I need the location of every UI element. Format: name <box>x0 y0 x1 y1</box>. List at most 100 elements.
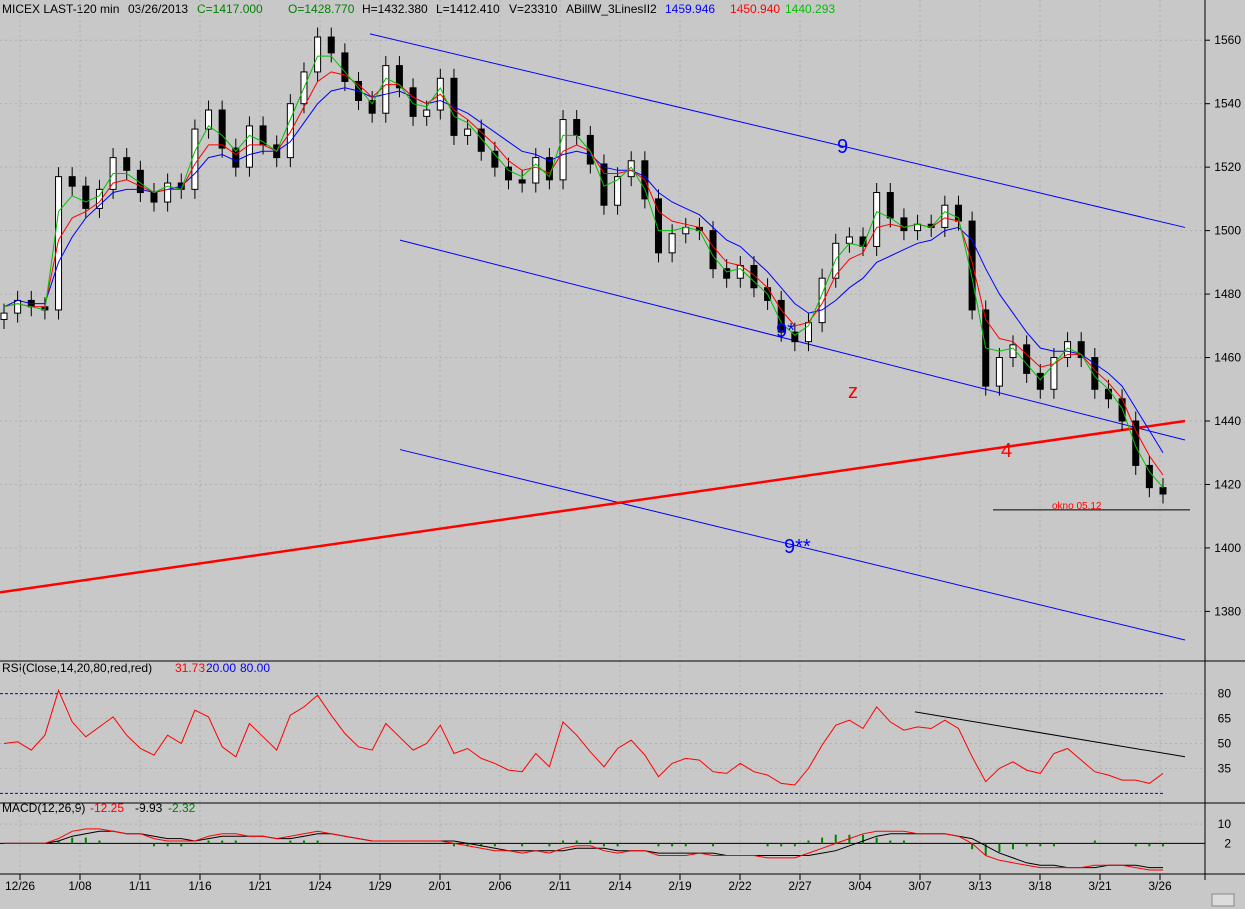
trendline-label-9-double-star: 9** <box>784 536 811 558</box>
y-tick-label: 1480 <box>1214 287 1241 301</box>
candle-up <box>314 36 322 73</box>
x-tick-label: 3/07 <box>908 879 932 893</box>
volume-label: V=23310 <box>509 2 558 16</box>
candle-down <box>654 198 662 254</box>
candle-down <box>1159 487 1167 495</box>
x-tick-label: 1/16 <box>188 879 212 893</box>
okno-label: okno 05.12 <box>1052 501 1102 512</box>
candle-up <box>464 128 472 136</box>
candle-down <box>341 52 349 82</box>
y-tick-label: 1560 <box>1214 33 1241 47</box>
x-tick-label: 3/26 <box>1148 879 1172 893</box>
low-label: L=1412.410 <box>436 2 500 16</box>
rsi-line <box>3 688 1164 786</box>
candle-up <box>532 157 540 184</box>
candle-up <box>818 277 826 324</box>
x-tick-label: 3/21 <box>1088 879 1112 893</box>
line-green <box>3 55 1164 488</box>
candle-down <box>123 157 131 171</box>
candle-down <box>1104 388 1112 400</box>
price-panel <box>0 27 1190 641</box>
candle-up <box>559 119 567 181</box>
x-tick-label: 2/27 <box>788 879 812 893</box>
candle-down <box>723 268 731 279</box>
rsi-high: 80.00 <box>240 661 270 675</box>
candle-up <box>205 109 213 130</box>
rsi-tick-label: 35 <box>1218 761 1232 775</box>
candle-up <box>164 182 172 203</box>
candle-up <box>873 192 881 247</box>
rsi-trendline <box>914 711 1186 758</box>
candle-up <box>845 236 853 244</box>
candle-up <box>995 357 1003 387</box>
rsi-tick-label: 80 <box>1218 687 1232 701</box>
candle-down <box>791 331 799 343</box>
high-label: H=1432.380 <box>362 2 428 16</box>
macd-value-1: -12.25 <box>90 801 124 815</box>
rsi-tick-label: 50 <box>1218 736 1232 750</box>
candle-up <box>191 128 199 190</box>
trendline-label-9: 9 <box>837 136 848 158</box>
x-tick-label: 1/11 <box>129 879 152 893</box>
candle-down <box>368 100 376 114</box>
x-tick-label: 2/01 <box>428 879 452 893</box>
y-tick-label: 1420 <box>1214 477 1241 491</box>
x-tick-label: 3/18 <box>1028 879 1052 893</box>
candle-up <box>95 188 103 209</box>
open-label: O=1428.770 <box>288 2 355 16</box>
macd-line <box>4 828 1163 871</box>
line-blue <box>3 87 1164 453</box>
indicator-blue-value: 1459.946 <box>665 2 715 16</box>
rsi-tick-label: 65 <box>1218 712 1232 726</box>
close-label: C=1417.000 <box>197 2 263 16</box>
candle-down <box>327 36 335 54</box>
candle-down <box>68 176 76 187</box>
candle-down <box>1145 464 1153 489</box>
rsi-header: RSI(Close,14,20,80,red,red) 31.73 20.00 … <box>2 661 270 675</box>
candle-down <box>886 192 894 219</box>
x-tick-label: 1/29 <box>368 879 392 893</box>
candle-up <box>1050 357 1058 390</box>
y-tick-label: 1460 <box>1214 351 1241 365</box>
y-tick-label: 1380 <box>1214 604 1241 618</box>
x-tick-label: 3/13 <box>968 879 992 893</box>
trendline-4 <box>0 419 1186 594</box>
candle-up <box>614 176 622 206</box>
candle-down <box>1118 398 1126 422</box>
rsi-label: RSI(Close,14,20,80,red,red) <box>2 661 152 675</box>
scroll-button[interactable] <box>1211 893 1235 907</box>
candle-up <box>832 242 840 279</box>
macd-value-2: -9.93 <box>135 801 163 815</box>
macd-panel <box>0 828 1205 871</box>
x-tick-label: 1/08 <box>68 879 92 893</box>
candle-up <box>1064 341 1072 359</box>
candle-down <box>395 65 403 89</box>
candle-down <box>150 192 158 203</box>
x-tick-label: 1/24 <box>308 879 332 893</box>
x-tick-label: 3/04 <box>848 879 872 893</box>
macd-tick-label: 2 <box>1224 836 1231 850</box>
x-tick-label: 2/06 <box>488 879 512 893</box>
wave-label-z: z <box>848 381 858 403</box>
candle-down <box>1036 372 1044 390</box>
candle-down <box>968 220 976 311</box>
indicator-green-value: 1440.293 <box>785 2 835 16</box>
candle-up <box>627 160 635 178</box>
x-tick-label: 2/19 <box>668 879 692 893</box>
symbol-label: MICEX LAST-120 min <box>2 2 119 16</box>
macd-header: MACD(12,26,9) -12.25 -9.93 -2.32 <box>2 801 196 815</box>
rsi-value: 31.73 <box>175 661 205 675</box>
line-red <box>3 71 1164 476</box>
trendline-9starstar <box>399 449 1186 641</box>
y-tick-label: 1440 <box>1214 414 1241 428</box>
candle-down <box>750 265 758 289</box>
candle-up <box>14 299 22 314</box>
x-tick-label: 1/21 <box>248 879 272 893</box>
rsi-low: 20.00 <box>206 661 236 675</box>
candle-down <box>491 150 499 168</box>
candle-up <box>941 204 949 228</box>
trendline-label-4: 4 <box>1001 440 1012 462</box>
candle-down <box>518 179 526 184</box>
